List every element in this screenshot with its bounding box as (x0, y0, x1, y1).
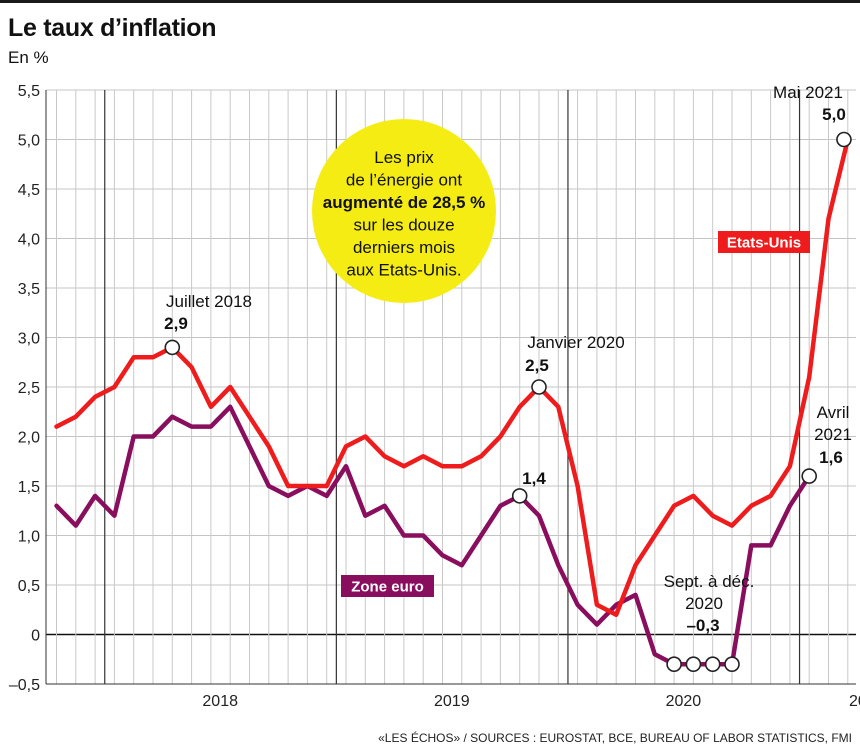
callout-text: augmenté de 28,5 % (323, 193, 486, 212)
marker-ez-apr-2021 (801, 468, 818, 484)
series-tag-etats-unis: Etats-Unis (727, 235, 801, 252)
series-line-etats-unis (54, 137, 851, 617)
annot-value-apr-2021: 1,6 (819, 448, 843, 467)
annotation-labels: Juillet 2018 2,9 Janvier 2020 2,5 1,4 Sept. à… (164, 83, 852, 635)
y-tick-label: 5,0 (18, 133, 40, 150)
x-tick-label: 2021 (849, 693, 860, 710)
callout-text: derniers mois (353, 238, 455, 257)
marker-ez-sep-dec-2020 (724, 656, 740, 673)
annot-label2-apr-2021: 2021 (814, 425, 852, 444)
annot-value-jan-2020: 2,5 (525, 356, 549, 375)
y-tick-label: 0 (31, 628, 40, 645)
marker-ez-dec-2019 (511, 488, 528, 504)
series-lines (54, 137, 851, 667)
top-rule (0, 0, 860, 3)
annot-value-sep-dec-2020: –0,3 (686, 616, 719, 635)
callout-text: aux Etats-Unis. (346, 261, 461, 280)
y-tick-label: 5,5 (18, 83, 40, 100)
annot-label2-sep-dec-2020: 2020 (685, 594, 723, 613)
annot-value-jul-2018: 2,9 (164, 314, 188, 333)
annot-label-jan-2020: Janvier 2020 (527, 333, 624, 352)
x-tick-label: 2018 (202, 693, 238, 710)
marker-us-jul-2018 (164, 339, 181, 356)
callout-text: Les prix (374, 148, 434, 167)
annot-value-ez-1-4: 1,4 (522, 469, 546, 488)
annot-label-jul-2018: Juillet 2018 (166, 292, 252, 311)
marker-ez-sep-dec-2020 (666, 656, 682, 673)
chart-subtitle: En % (8, 48, 49, 67)
marker-ez-sep-dec-2020 (685, 656, 702, 673)
y-tick-label: 4,0 (18, 232, 40, 249)
annot-label-may-2021: Mai 2021 (773, 83, 843, 102)
x-axis: 2018 2019 2020 2021 (202, 693, 860, 710)
annot-value-may-2021: 5,0 (822, 105, 846, 124)
marker-us-jan-2020 (531, 379, 547, 395)
marker-us-may-2021 (836, 131, 852, 148)
marker-ez-sep-dec-2020 (704, 656, 721, 673)
source-note: «LES ÉCHOS» / SOURCES : EUROSTAT, BCE, B… (378, 731, 852, 745)
y-tick-label: 0,5 (18, 578, 40, 595)
x-tick-label: 2019 (434, 693, 470, 710)
callout-text: de l’énergie ont (346, 171, 463, 190)
y-tick-label: –0,5 (9, 677, 40, 694)
series-line-zone-euro (54, 404, 812, 667)
x-tick-label: 2020 (666, 693, 702, 710)
energy-callout: Les prix de l’énergie ont augmenté de 28,5… (312, 119, 496, 303)
chart-title: Le taux d’inflation (8, 14, 217, 42)
y-tick-label: 2,5 (18, 380, 40, 397)
annot-label-sep-dec-2020: Sept. à déc. (664, 572, 755, 591)
y-tick-label: 3,5 (18, 281, 40, 298)
series-tag-zone-euro-box (341, 575, 434, 597)
series-tag-etats-unis-box (718, 231, 810, 253)
annotation-markers (164, 131, 852, 673)
y-tick-label: 4,5 (18, 182, 40, 199)
inflation-chart: 5,5 5,0 4,5 4,0 3,5 3,0 2,5 2,0 1,5 1,0 0,5 0 –0,5 2… (9, 83, 860, 710)
y-axis: 5,5 5,0 4,5 4,0 3,5 3,0 2,5 2,0 1,5 1,0 0,5 0 –0,5 (9, 83, 40, 694)
y-tick-label: 1,5 (18, 479, 40, 496)
annot-label-apr-2021: Avril (817, 403, 850, 422)
y-tick-label: 3,0 (18, 331, 40, 348)
y-tick-label: 2,0 (18, 430, 40, 447)
callout-text: sur les douze (353, 216, 454, 235)
callout-circle (312, 119, 496, 303)
series-tag-zone-euro: Zone euro (351, 579, 424, 596)
y-tick-label: 1,0 (18, 529, 40, 546)
